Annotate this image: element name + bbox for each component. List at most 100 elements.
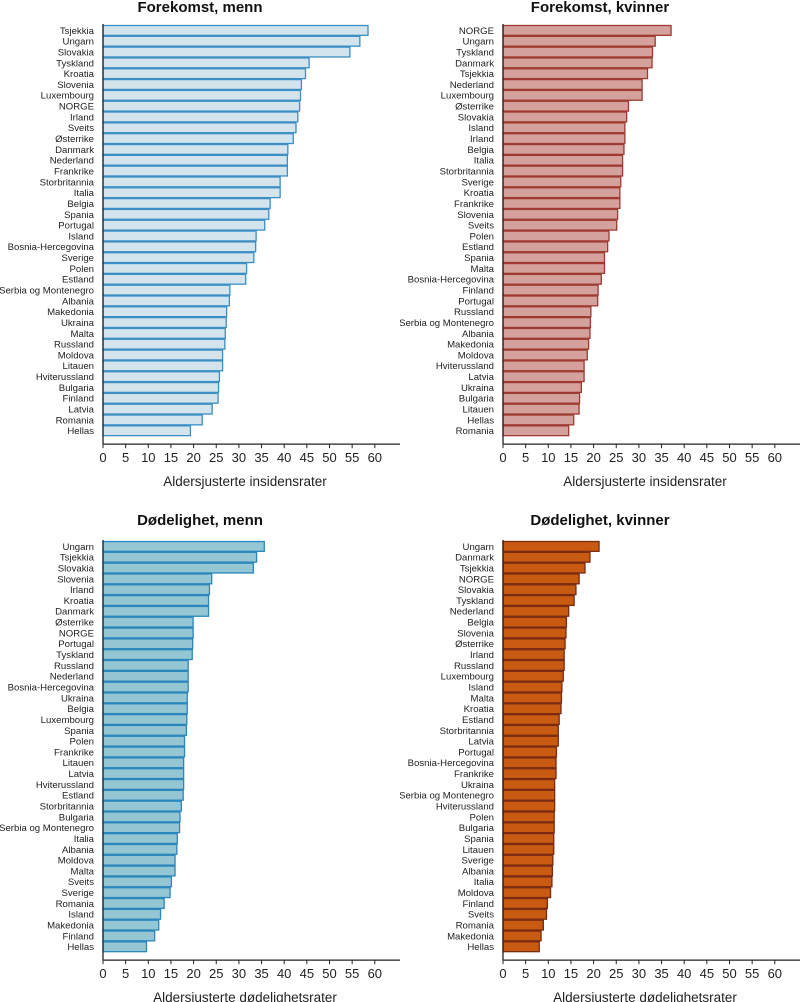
bar bbox=[102, 800, 183, 812]
bar bbox=[502, 768, 557, 780]
category-label: Spania bbox=[464, 834, 495, 845]
category-label: Belgia bbox=[467, 618, 494, 629]
bar bbox=[102, 670, 189, 682]
category-label: Storbritannia bbox=[40, 177, 95, 188]
x-tick-label: 20 bbox=[186, 450, 200, 465]
category-label: Romania bbox=[56, 899, 95, 910]
bar bbox=[502, 832, 555, 845]
category-label: Sverige bbox=[461, 856, 494, 867]
category-label: Luxembourg bbox=[441, 672, 494, 683]
chart-incidence-men: Forekomst, menn Tsjekkia Ungarn Slovakia Tys… bbox=[0, 0, 400, 500]
x-tick-label: 55 bbox=[745, 966, 759, 981]
bar bbox=[102, 241, 257, 253]
category-label: Nederland bbox=[50, 672, 94, 683]
bar bbox=[502, 800, 556, 812]
bar bbox=[502, 78, 643, 91]
x-tick-label: 0 bbox=[99, 450, 106, 465]
bar bbox=[502, 919, 544, 931]
category-label: Romania bbox=[456, 426, 495, 437]
bar bbox=[102, 35, 361, 47]
bar bbox=[502, 349, 588, 361]
category-label: Slovakia bbox=[58, 47, 95, 58]
x-tick-label: 50 bbox=[322, 966, 336, 981]
category-label: Ungarn bbox=[63, 542, 94, 553]
category-label: Danmark bbox=[55, 607, 94, 618]
bar bbox=[502, 703, 562, 715]
bar bbox=[502, 219, 618, 231]
category-label: Sverige bbox=[61, 888, 94, 899]
category-label: NORGE bbox=[59, 102, 94, 113]
bar bbox=[502, 197, 621, 210]
bar bbox=[102, 262, 248, 275]
bar bbox=[502, 540, 600, 552]
bar bbox=[502, 811, 555, 823]
bar bbox=[502, 68, 649, 80]
category-label: Bosnia-Hercegovina bbox=[8, 242, 95, 253]
bar bbox=[102, 594, 210, 607]
bar bbox=[502, 584, 577, 596]
bar bbox=[102, 425, 192, 437]
x-tick-label: 30 bbox=[632, 966, 646, 981]
chart-svg-incidence-women: Forekomst, kvinner NORGEUngarnTysklandDan… bbox=[400, 0, 800, 489]
bar bbox=[102, 757, 185, 769]
x-tick-label: 20 bbox=[586, 966, 600, 981]
bar bbox=[502, 573, 580, 585]
category-label: Kroatia bbox=[64, 596, 95, 607]
category-label: Malta bbox=[71, 866, 95, 877]
bar bbox=[502, 681, 563, 693]
bar bbox=[102, 713, 188, 726]
bar bbox=[102, 778, 185, 791]
bar bbox=[102, 822, 181, 834]
bar bbox=[502, 133, 626, 145]
bar bbox=[502, 414, 575, 426]
bar bbox=[102, 843, 178, 855]
x-tick-label: 30 bbox=[632, 450, 646, 465]
category-label: Ukraina bbox=[61, 318, 95, 329]
category-label: Ukraina bbox=[461, 780, 495, 791]
category-label: Ungarn bbox=[463, 37, 494, 48]
category-label: Luxembourg bbox=[41, 715, 94, 726]
bar bbox=[102, 562, 255, 574]
x-tick-label: 45 bbox=[700, 966, 714, 981]
category-label: Malta bbox=[471, 264, 495, 275]
bar bbox=[502, 941, 540, 953]
bar bbox=[102, 208, 270, 220]
category-label: Albania bbox=[62, 296, 95, 307]
chart-title: Dødelighet, kvinner bbox=[530, 512, 669, 529]
chart-mortality-women: Dødelighet, kvinner Ungarn Danmark Tsjekkia… bbox=[400, 500, 800, 1002]
category-label: Malta bbox=[71, 329, 95, 340]
category-label: Danmark bbox=[55, 145, 94, 156]
category-label: Italia bbox=[74, 188, 95, 199]
bar bbox=[102, 414, 203, 426]
x-tick-label: 25 bbox=[209, 450, 223, 465]
x-axis-label: Aldersjusterte insidensrater bbox=[563, 474, 727, 489]
bar bbox=[102, 284, 231, 296]
bar bbox=[502, 822, 555, 834]
category-label: Sveits bbox=[468, 221, 494, 232]
category-label: Latvia bbox=[68, 769, 94, 780]
x-tick-label: 55 bbox=[745, 450, 759, 465]
bar bbox=[102, 403, 213, 415]
x-tick-label: 40 bbox=[677, 450, 691, 465]
category-label: Makedonia bbox=[447, 931, 495, 942]
category-label: Frankrike bbox=[454, 199, 494, 210]
category-label: Sverige bbox=[461, 177, 494, 188]
category-label: Østerrike bbox=[455, 639, 494, 650]
category-label: NORGE bbox=[459, 574, 494, 585]
x-tick-label: 55 bbox=[345, 450, 359, 465]
category-label: Italia bbox=[74, 834, 95, 845]
category-label: Østerrike bbox=[55, 134, 94, 145]
chart-svg-incidence-men: Forekomst, menn TsjekkiaUngarnSlovakiaTys… bbox=[0, 0, 400, 489]
category-label: Island bbox=[468, 682, 494, 693]
bar bbox=[102, 681, 189, 693]
category-label: Ukraina bbox=[461, 383, 495, 394]
bar bbox=[502, 638, 566, 650]
bar bbox=[102, 295, 231, 307]
category-label: Spania bbox=[64, 210, 95, 221]
bar bbox=[102, 887, 171, 899]
bar bbox=[102, 832, 178, 845]
category-label: Makedonia bbox=[47, 307, 95, 318]
category-label: Finland bbox=[463, 899, 494, 910]
bar bbox=[102, 584, 211, 596]
category-label: Slovenia bbox=[457, 210, 494, 221]
